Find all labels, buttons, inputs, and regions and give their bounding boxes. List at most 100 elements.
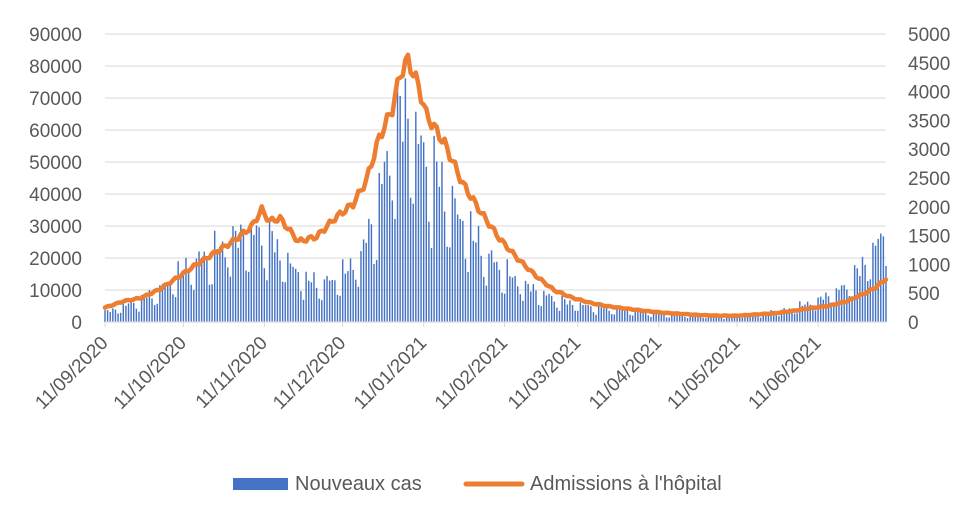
bar <box>198 251 200 322</box>
bar <box>584 305 587 322</box>
bar <box>660 312 663 322</box>
bar <box>420 135 422 322</box>
bar <box>477 225 480 322</box>
bar <box>415 111 417 322</box>
bar <box>642 309 644 322</box>
bar <box>200 258 203 322</box>
bar <box>271 231 273 322</box>
bar <box>694 316 697 322</box>
bar <box>830 307 832 322</box>
bar <box>561 295 563 322</box>
bar <box>451 185 454 322</box>
bar <box>122 304 125 322</box>
bar <box>289 263 292 322</box>
bar <box>368 218 370 322</box>
bar <box>503 293 506 322</box>
bar <box>321 300 323 322</box>
bar <box>441 161 443 322</box>
bar <box>433 135 435 322</box>
bar <box>655 311 657 322</box>
x-tick-label: 11/04/2021 <box>585 333 666 414</box>
x-tick-label: 11/09/2020 <box>31 333 112 414</box>
bar <box>151 298 153 322</box>
bar <box>177 261 179 322</box>
bar <box>819 296 822 322</box>
bar <box>678 314 681 322</box>
bar <box>684 317 686 322</box>
bar <box>634 307 636 322</box>
bar <box>449 247 451 322</box>
right-y-tick-label: 2500 <box>908 169 950 190</box>
bar <box>681 315 683 322</box>
bar <box>859 276 861 322</box>
bar <box>736 316 738 322</box>
bar <box>467 272 469 322</box>
bar <box>689 313 691 322</box>
bar <box>261 245 263 322</box>
bar <box>595 314 597 322</box>
bar <box>574 310 576 322</box>
bar <box>294 268 297 322</box>
bar <box>378 173 380 322</box>
bar <box>375 259 378 322</box>
bar <box>394 218 396 322</box>
bar <box>493 262 495 322</box>
bar <box>663 313 665 322</box>
bar <box>185 257 187 322</box>
bar <box>516 286 519 322</box>
left-y-tick-label: 50000 <box>29 153 82 174</box>
bar <box>302 299 305 322</box>
bar <box>336 294 339 322</box>
bar <box>775 315 778 322</box>
bar <box>242 234 245 322</box>
bar <box>869 279 872 322</box>
bar <box>652 312 655 322</box>
bar <box>247 271 250 322</box>
bar <box>564 299 566 322</box>
bar <box>344 273 347 322</box>
bar <box>733 314 736 322</box>
bar <box>462 220 464 322</box>
bar-series-nouveaux-cas <box>104 78 887 323</box>
bar <box>237 247 239 322</box>
bar <box>396 78 399 323</box>
bar <box>725 313 728 322</box>
bar <box>227 267 229 322</box>
bar <box>621 309 623 322</box>
bar <box>673 313 676 322</box>
bar <box>219 246 221 322</box>
bar <box>827 296 830 322</box>
bar <box>232 226 234 322</box>
bar <box>644 312 647 322</box>
bar <box>193 290 195 322</box>
bar <box>686 318 689 322</box>
bar <box>814 310 817 322</box>
bar <box>438 186 441 322</box>
bar <box>739 317 741 322</box>
bar <box>169 282 172 322</box>
bar <box>511 277 514 322</box>
x-tick-label: 11/10/2020 <box>110 333 191 414</box>
bar <box>206 257 208 322</box>
bar <box>315 287 318 322</box>
bar <box>665 317 668 322</box>
bar <box>744 314 746 322</box>
bar <box>535 290 537 322</box>
bar <box>767 312 770 322</box>
bar <box>146 297 148 322</box>
bar <box>339 295 341 322</box>
bar <box>783 308 785 322</box>
bar <box>138 311 140 322</box>
bar <box>569 300 571 322</box>
bar <box>153 305 156 322</box>
bar <box>310 282 313 322</box>
bar <box>705 318 707 322</box>
bar <box>791 308 793 322</box>
bar <box>268 217 271 322</box>
bar <box>391 200 394 322</box>
bar <box>697 314 699 322</box>
bar <box>757 316 759 322</box>
bar <box>545 295 548 322</box>
bar <box>788 308 791 322</box>
